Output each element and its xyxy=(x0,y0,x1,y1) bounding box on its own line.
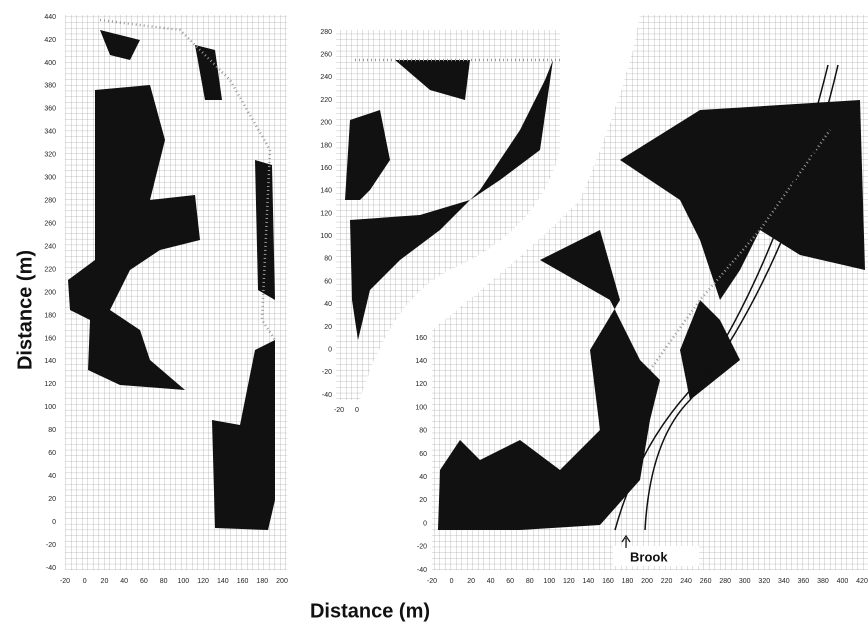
x-tick-label: 140 xyxy=(217,578,229,585)
y-tick-label: 160 xyxy=(44,335,56,342)
y-tick-label: 60 xyxy=(48,450,56,457)
y-tick-label: 40 xyxy=(48,473,56,480)
x-tick-label: -20 xyxy=(60,578,70,585)
y-tick-label: 40 xyxy=(419,474,427,481)
figure: Brook Distance (m) Distance (m) -20 0 20 40… xyxy=(0,0,868,625)
y-tick-label: 280 xyxy=(320,29,332,36)
y-tick-label: 40 xyxy=(324,301,332,308)
x-tick-label: 120 xyxy=(197,578,209,585)
y-tick-label: 240 xyxy=(320,74,332,81)
x-tick-label: 40 xyxy=(120,578,128,585)
x-tick-label: 200 xyxy=(641,578,653,585)
x-tick-label: 340 xyxy=(778,578,790,585)
x-axis-title: Distance (m) xyxy=(310,600,430,622)
y-tick-label: 0 xyxy=(423,520,427,527)
y-tick-label: 200 xyxy=(44,289,56,296)
y-tick-label: 180 xyxy=(44,312,56,319)
y-tick-label: 120 xyxy=(320,210,332,217)
y-tick-label: 180 xyxy=(320,142,332,149)
x-tick-label: 220 xyxy=(661,578,673,585)
y-tick-label: -40 xyxy=(322,392,332,399)
y-tick-label: 0 xyxy=(328,346,332,353)
y-tick-label: 440 xyxy=(44,14,56,21)
y-tick-label: 80 xyxy=(324,256,332,263)
x-tick-label: 80 xyxy=(160,578,168,585)
y-tick-label: -40 xyxy=(46,565,56,572)
y-tick-label: 260 xyxy=(44,220,56,227)
y-tick-label: 60 xyxy=(324,278,332,285)
y-tick-label: 420 xyxy=(44,37,56,44)
x-tick-label: 100 xyxy=(178,578,190,585)
y-tick-label: 120 xyxy=(415,381,427,388)
y-tick-label: 80 xyxy=(419,428,427,435)
x-tick-label: 60 xyxy=(506,578,514,585)
y-tick-label: 240 xyxy=(44,243,56,250)
y-tick-label: -20 xyxy=(46,542,56,549)
y-tick-label: 140 xyxy=(44,358,56,365)
x-tick-label: 20 xyxy=(101,578,109,585)
y-tick-label: 20 xyxy=(419,497,427,504)
y-tick-label: 80 xyxy=(48,427,56,434)
y-tick-label: -40 xyxy=(417,567,427,574)
y-tick-label: -20 xyxy=(322,369,332,376)
x-tick-label: 180 xyxy=(256,578,268,585)
x-tick-label: 320 xyxy=(758,578,770,585)
y-tick-label: 120 xyxy=(44,381,56,388)
y-tick-label: 400 xyxy=(44,60,56,67)
y-tick-label: 220 xyxy=(320,97,332,104)
x-tick-label: 380 xyxy=(817,578,829,585)
y-tick-label: 340 xyxy=(44,129,56,136)
y-tick-label: 320 xyxy=(44,152,56,159)
y-tick-label: 20 xyxy=(324,324,332,331)
y-tick-label: 140 xyxy=(415,358,427,365)
y-tick-label: 220 xyxy=(44,266,56,273)
x-tick-label: 280 xyxy=(719,578,731,585)
y-tick-label: 0 xyxy=(52,519,56,526)
y-tick-label: 300 xyxy=(44,175,56,182)
x-tick-label: -20 xyxy=(427,578,437,585)
y-tick-label: -20 xyxy=(417,544,427,551)
y-tick-label: 360 xyxy=(44,106,56,113)
x-tick-label: 20 xyxy=(467,578,475,585)
x-tick-label: 200 xyxy=(276,578,288,585)
x-tick-label: 260 xyxy=(700,578,712,585)
x-tick-label: 160 xyxy=(237,578,249,585)
y-tick-label: 160 xyxy=(415,335,427,342)
x-tick-label: 360 xyxy=(798,578,810,585)
x-tick-label: 300 xyxy=(739,578,751,585)
y-tick-label: 100 xyxy=(44,404,56,411)
x-tick-label: 60 xyxy=(140,578,148,585)
y-axis-title: Distance (m) xyxy=(14,250,36,370)
x-tick-label: 100 xyxy=(543,578,555,585)
y-tick-label: 160 xyxy=(320,165,332,172)
x-tick-label: 400 xyxy=(837,578,849,585)
x-tick-label: 80 xyxy=(526,578,534,585)
y-tick-label: 200 xyxy=(320,120,332,127)
y-tick-label: 280 xyxy=(44,198,56,205)
x-tick-label: 0 xyxy=(355,407,359,414)
y-tick-label: 380 xyxy=(44,83,56,90)
y-tick-label: 20 xyxy=(48,496,56,503)
annotation: Brook xyxy=(630,549,668,564)
y-tick-label: 100 xyxy=(415,404,427,411)
x-tick-label: 120 xyxy=(563,578,575,585)
y-tick-label: 60 xyxy=(419,451,427,458)
x-tick-label: 0 xyxy=(450,578,454,585)
x-tick-label: 160 xyxy=(602,578,614,585)
x-tick-label: 240 xyxy=(680,578,692,585)
x-tick-label: 40 xyxy=(487,578,495,585)
x-tick-label: 420 xyxy=(856,578,868,585)
x-tick-label: 0 xyxy=(83,578,87,585)
y-tick-label: 100 xyxy=(320,233,332,240)
x-tick-label: -20 xyxy=(334,407,344,414)
y-tick-label: 260 xyxy=(320,52,332,59)
x-tick-label: 140 xyxy=(583,578,595,585)
x-tick-label: 180 xyxy=(622,578,634,585)
y-tick-label: 140 xyxy=(320,188,332,195)
